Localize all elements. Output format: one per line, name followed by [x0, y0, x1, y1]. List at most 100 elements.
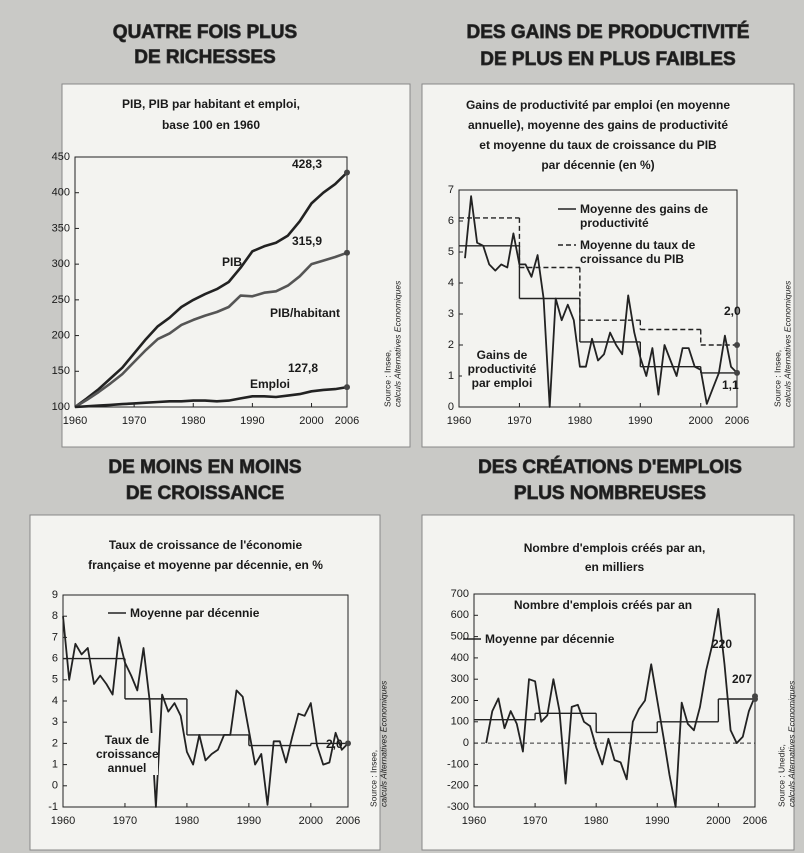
series-line: [74, 251, 348, 409]
legend-label: Moyenne des gains de productivité: [580, 202, 709, 230]
x-tick-label: 2000: [706, 815, 730, 827]
y-tick-label: 2: [448, 339, 454, 351]
end-dot: [344, 384, 350, 391]
source-text: calculs Alternatives Economiques: [392, 280, 402, 407]
x-tick-label: 1980: [568, 415, 592, 427]
series-name: PIB/habitant: [269, 306, 340, 320]
chart-title: par décennie (en %): [541, 158, 654, 172]
series-name: Taux de croissance annuel: [96, 733, 159, 775]
end-label: 428,3: [292, 157, 322, 171]
source: Source : Insee, calculs Alternatives Econ…: [368, 680, 388, 807]
headline: QUATRE FOIS PLUS: [113, 22, 297, 43]
series-line: [74, 385, 348, 409]
y-tick-label: 6: [52, 653, 58, 665]
end-label: 220: [712, 637, 732, 651]
y-tick-label: 300: [451, 673, 469, 685]
x-tick-label: 1970: [523, 815, 547, 827]
y-tick-label: 150: [52, 365, 70, 377]
chart-title: Taux de croissance de l'économie: [109, 538, 303, 552]
headline: DES CRÉATIONS D'EMPLOIS: [478, 456, 742, 478]
y-tick-label: 600: [451, 609, 469, 621]
y-tick-label: -300: [447, 801, 469, 813]
source: Source : Unedic, calculs Alternatives Eco…: [776, 680, 796, 807]
legend-label: Moyenne par décennie: [485, 632, 615, 646]
y-tick-label: 0: [463, 737, 469, 749]
y-tick-label: 4: [448, 277, 454, 289]
y-tick-label: 1: [448, 370, 454, 382]
headline: DE PLUS EN PLUS FAIBLES: [480, 49, 735, 70]
x-tick-label: 1960: [462, 815, 486, 827]
y-tick-label: -200: [447, 780, 469, 792]
y-tick-label: -1: [48, 801, 58, 813]
x-tick-label: 1990: [645, 815, 669, 827]
source-text: calculs Alternatives Economiques: [378, 680, 388, 807]
y-tick-label: 350: [52, 222, 70, 234]
x-tick-label: 1980: [181, 415, 205, 427]
end-label: 1,1: [722, 378, 739, 392]
series-name: Nombre d'emplois créés par an: [503, 598, 703, 612]
x-tick-label: 2006: [725, 415, 749, 427]
y-tick-label: 100: [52, 401, 70, 413]
chart-title: et moyenne du taux de croissance du PIB: [479, 138, 717, 152]
source-text: Source : Insee,: [382, 350, 392, 407]
series-line: [74, 171, 348, 409]
end-label: 207: [732, 672, 752, 686]
x-tick-label: 2006: [335, 415, 359, 427]
source: Source : Insee, calculs Alternatives Econ…: [382, 280, 402, 407]
series-name: Gains de productivité par emploi: [462, 348, 542, 390]
end-dot: [345, 740, 351, 747]
y-tick-label: 500: [451, 631, 469, 643]
end-label: 2,0: [724, 304, 741, 318]
end-dot: [734, 342, 740, 348]
series-line: [62, 616, 349, 808]
chart-title: base 100 en 1960: [162, 118, 260, 132]
x-tick-label: 2006: [743, 815, 767, 827]
y-tick-label: 250: [52, 294, 70, 306]
y-tick-label: 8: [52, 610, 58, 622]
x-tick-label: 1960: [63, 415, 87, 427]
panel: [61, 83, 411, 448]
chart-title: Nombre d'emplois créés par an,: [524, 541, 706, 555]
legend-label: Moyenne du taux de croissance du PIB: [580, 238, 696, 266]
y-tick-label: 1: [52, 759, 58, 771]
end-label: 127,8: [288, 361, 318, 375]
y-tick-label: 450: [52, 151, 70, 163]
x-tick-label: 1990: [240, 415, 264, 427]
y-tick-label: 5: [52, 674, 58, 686]
headline: DE MOINS EN MOINS: [108, 457, 301, 478]
y-tick-label: 0: [448, 401, 454, 413]
chart-title: française et moyenne par décennie, en %: [88, 558, 323, 572]
legend-label: Moyenne par décennie: [130, 606, 260, 620]
y-tick-label: 9: [52, 589, 58, 601]
source-text: Source : Unedic,: [776, 744, 786, 807]
end-dot: [734, 369, 740, 376]
x-tick-label: 2006: [336, 815, 360, 827]
headline: PLUS NOMBREUSES: [514, 483, 706, 504]
series-line: [485, 608, 756, 808]
y-tick-label: 5: [448, 246, 454, 258]
plot-frame: [458, 189, 738, 408]
headline: DES GAINS DE PRODUCTIVITÉ: [467, 21, 750, 43]
y-tick-label: 4: [52, 695, 58, 707]
x-tick-label: 1990: [628, 415, 652, 427]
end-dot: [344, 249, 350, 256]
y-tick-label: 2: [52, 737, 58, 749]
series-name: Emploi: [249, 377, 290, 391]
chart-title: PIB, PIB par habitant et emploi,: [122, 97, 300, 111]
y-tick-label: 3: [52, 716, 58, 728]
x-tick-label: 1980: [175, 815, 199, 827]
y-tick-label: 100: [451, 716, 469, 728]
x-tick-label: 2000: [299, 415, 323, 427]
source: Source : Insee, calculs Alternatives Econ…: [772, 280, 792, 407]
y-tick-label: 7: [448, 184, 454, 196]
end-dot: [752, 696, 758, 703]
series-line: [464, 195, 738, 408]
x-tick-label: 1960: [447, 415, 471, 427]
y-tick-label: 3: [448, 308, 454, 320]
source-text: Source : Insee,: [368, 750, 378, 807]
x-tick-label: 1960: [51, 815, 75, 827]
y-tick-label: 400: [451, 652, 469, 664]
y-tick-label: 0: [52, 780, 58, 792]
end-dot: [344, 169, 350, 176]
